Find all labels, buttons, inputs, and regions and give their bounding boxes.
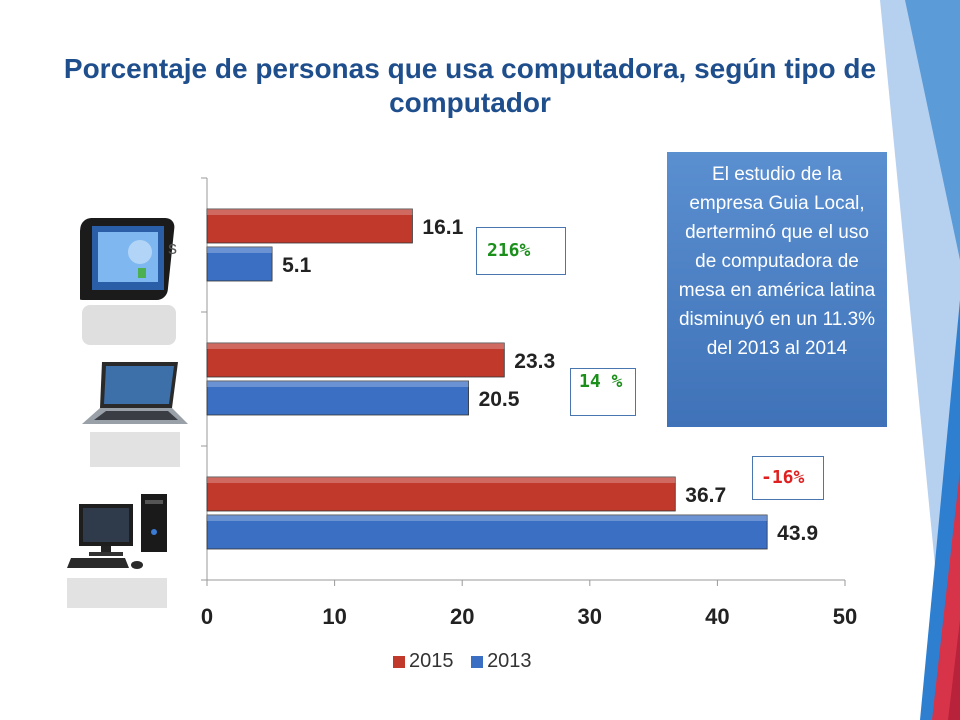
x-tick-label-5: 50 (833, 604, 857, 629)
tablet-icon (80, 218, 175, 300)
data-label-laptop-2015: 23.3 (514, 350, 555, 373)
data-label-desktop-2015: 36.7 (685, 484, 726, 507)
chart-tick-labels: 0 10 20 30 40 50 (201, 604, 857, 629)
bar-highlight-desktop-2013 (207, 515, 768, 521)
chart-bars (206, 208, 768, 550)
tablet-reflection (82, 305, 176, 345)
bar-desktop-2015 (206, 476, 676, 512)
legend-label-2015: 2015 (409, 650, 454, 673)
chart-legend: 2015 2013 (393, 650, 544, 673)
desktop-computer-icon (67, 494, 167, 569)
x-tick-label-3: 30 (578, 604, 602, 629)
legend-swatch-2015 (393, 655, 405, 668)
x-tick-label-0: 0 (201, 604, 213, 629)
x-tick-label-1: 10 (322, 604, 346, 629)
legend-label-2013: 2013 (487, 650, 532, 673)
pct-change-laptop: 14 % (570, 368, 636, 416)
study-callout: El estudio de la empresa Guia Local, der… (667, 152, 887, 427)
bar-highlight-desktop-2015 (207, 477, 676, 483)
bar-desktop-2013 (206, 514, 768, 550)
data-label-tablet-2013: 5.1 (282, 254, 312, 277)
desktop-reflection (67, 578, 167, 608)
laptop-icon (82, 362, 188, 424)
x-tick-label-4: 40 (705, 604, 729, 629)
bar-tablet-2015 (206, 208, 413, 244)
bar-highlight-tablet-2013 (207, 247, 273, 253)
bar-laptop-2013 (206, 380, 469, 416)
bar-highlight-laptop-2015 (207, 343, 505, 349)
chart-data-labels: 16.1 5.1 23.3 20.5 36.7 43.9 (282, 216, 818, 545)
bar-laptop-2015 (206, 342, 505, 378)
data-label-laptop-2013: 20.5 (479, 388, 520, 411)
bar-highlight-laptop-2013 (207, 381, 469, 387)
chart-axes (201, 177, 846, 586)
x-tick-label-2: 20 (450, 604, 474, 629)
data-label-tablet-2015: 16.1 (422, 216, 463, 239)
pct-change-tablet: 216% (476, 227, 566, 275)
bar-highlight-tablet-2015 (207, 209, 413, 215)
data-label-desktop-2013: 43.9 (777, 522, 818, 545)
laptop-reflection (90, 432, 180, 467)
partial-label-fragment: s (168, 238, 177, 258)
bar-tablet-2013 (206, 246, 273, 282)
decorative-stripes (880, 0, 960, 720)
chart-title: Porcentaje de personas que usa computado… (63, 53, 877, 118)
pct-change-desktop: -16% (752, 456, 824, 500)
legend-swatch-2013 (471, 655, 484, 668)
